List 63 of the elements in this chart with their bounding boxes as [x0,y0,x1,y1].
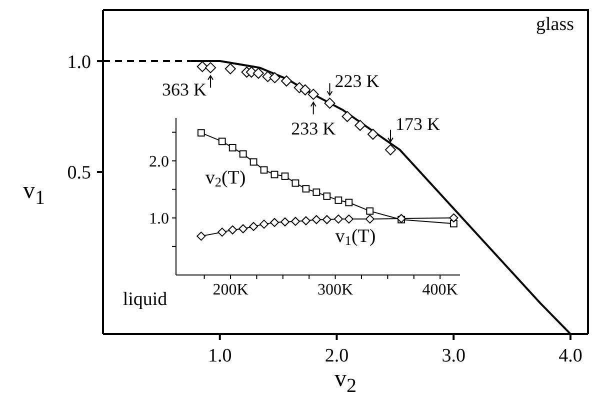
annotation: liquid [122,289,168,310]
x-tick-label: 2.0 [324,345,349,366]
point [281,172,289,180]
point [292,179,300,187]
point [323,192,331,200]
point [260,166,268,174]
point [312,188,320,196]
point [218,138,226,146]
point [367,128,378,140]
series-label: v$_{2}$(T) [205,168,246,190]
x-tick-label: 400K [422,281,458,298]
point [270,218,280,227]
point [196,232,206,241]
point [228,144,236,152]
point [334,214,343,224]
point [365,214,374,224]
y-axis-title: v$_{1}$ [22,178,46,210]
annotation: 173 K [395,114,440,134]
point [280,217,290,226]
point [366,207,374,215]
point [280,76,292,87]
point [342,111,353,122]
point [308,88,319,100]
point [312,215,321,224]
point [344,214,354,224]
point [449,213,458,222]
point [300,84,311,96]
series-label: v$_{1}$(T) [335,226,376,248]
x-tick-label: 200K [212,281,249,298]
point [205,62,216,74]
point [252,68,264,79]
point [334,196,342,204]
point [384,144,396,156]
x-tick-label: 4.0 [558,345,582,366]
point [218,228,227,237]
x-tick-label: 1.0 [208,345,232,366]
x-axis-title: v$_{2}$ [334,366,358,398]
point [249,222,258,231]
point [322,215,332,224]
x-tick-label: 300K [318,281,354,298]
annotation: 223 K [334,71,380,92]
point [269,72,280,84]
point [239,150,247,158]
point [270,170,278,178]
annotation: 233 K [291,118,336,138]
point [250,158,258,166]
point [324,98,336,109]
point [301,216,310,226]
point [224,63,236,74]
point [260,220,269,229]
point [354,120,366,131]
y-tick-label: 0.5 [67,162,91,184]
point [290,216,300,226]
point [345,198,353,206]
x-tick-label: 3.0 [442,345,466,366]
point [228,225,238,234]
point [450,220,458,228]
point [238,224,248,234]
point [302,185,310,192]
point [197,129,205,137]
annotation: 363 K [162,80,207,100]
point [196,61,208,72]
annotation: glass [536,14,574,35]
